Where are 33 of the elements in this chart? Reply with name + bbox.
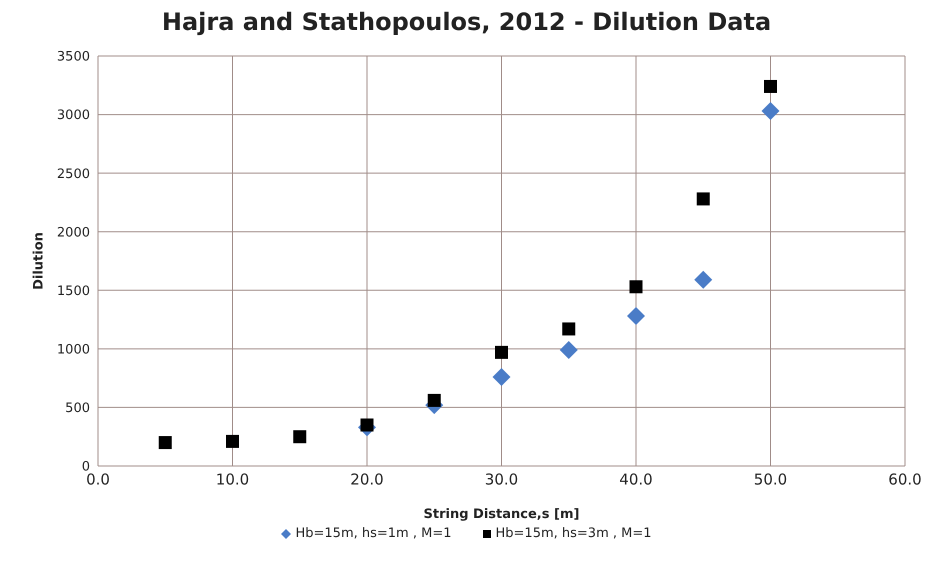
point — [562, 322, 576, 336]
point — [762, 102, 780, 120]
point — [495, 346, 508, 359]
y-tick-label: 1000 — [56, 342, 90, 358]
y-tick-label: 2000 — [56, 225, 90, 240]
point — [293, 430, 306, 444]
x-tick-label: 20.0 — [350, 470, 384, 489]
chart-title: Hajra and Stathopoulos, 2012 - Dilution Data — [160, 8, 772, 36]
y-tick-label: 3500 — [56, 50, 90, 65]
point — [764, 80, 777, 93]
point — [627, 307, 645, 326]
x-tick-label: 60.0 — [888, 470, 922, 489]
point — [360, 418, 374, 432]
y-tick-label: 2500 — [56, 166, 90, 182]
y-tick-label: 1500 — [56, 284, 90, 299]
point — [560, 341, 578, 360]
x-axis-title: String Distance,s [m] — [424, 507, 580, 522]
y-axis-title: Dilution — [32, 232, 47, 290]
x-tick-label: 50.0 — [754, 470, 788, 489]
x-tick-label: 40.0 — [619, 470, 653, 489]
point — [630, 280, 642, 294]
point — [492, 368, 510, 386]
point — [694, 270, 712, 289]
point — [226, 434, 239, 448]
x-tick-label: 10.0 — [216, 470, 250, 489]
point — [428, 394, 441, 407]
legend-label: Hb=15m, hs=1m , M=1 — [294, 526, 452, 541]
legend-label: Hb=15m, hs=3m , M=1 — [494, 526, 652, 541]
point — [158, 436, 172, 450]
point — [696, 192, 710, 206]
x-tick-label: 30.0 — [484, 470, 518, 489]
y-tick-label: 3000 — [56, 108, 90, 124]
y-tick-label: 500 — [65, 401, 90, 416]
